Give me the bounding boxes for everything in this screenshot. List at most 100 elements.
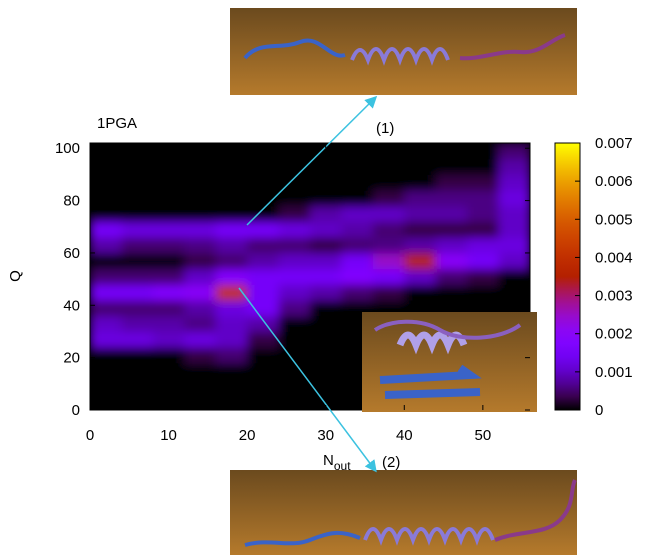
heat-cell <box>215 143 248 160</box>
heat-cell <box>467 143 500 160</box>
heat-cell <box>121 221 154 238</box>
heat-cell <box>215 331 248 348</box>
heat-cell <box>247 252 280 270</box>
heat-cell <box>310 174 342 191</box>
heat-cell <box>278 205 311 223</box>
heat-cell <box>215 190 248 207</box>
heat-cell <box>152 205 185 223</box>
structure-image-2 <box>230 470 577 555</box>
heat-cell <box>90 205 122 223</box>
heat-cell <box>372 190 405 207</box>
heat-cell <box>152 284 185 301</box>
heat-cell <box>278 331 311 348</box>
heat-cell <box>152 331 185 348</box>
heat-cell <box>435 190 468 207</box>
heat-cell <box>90 143 122 160</box>
heat-cell <box>152 394 185 410</box>
arrow <box>246 95 378 226</box>
heat-cell <box>121 190 154 207</box>
heat-cell <box>152 300 185 317</box>
x-axis-label: Nout <box>323 452 351 473</box>
heat-cell <box>341 284 374 301</box>
heat-cell <box>152 221 185 238</box>
chart-title: 1PGA <box>97 115 137 132</box>
heat-cell <box>90 268 122 285</box>
heat-cell <box>184 268 217 285</box>
colorbar-tick-label: 0 <box>595 402 603 419</box>
y-tick-label: 80 <box>63 193 80 210</box>
heat-cell <box>310 158 342 175</box>
plot-frame <box>89 142 531 411</box>
heat-cell <box>184 300 217 317</box>
heat-cell <box>435 158 468 175</box>
colorbar <box>554 142 581 411</box>
heat-cell <box>247 221 280 238</box>
heat-cell <box>310 268 342 285</box>
heat-cell <box>278 315 311 332</box>
heat-cell <box>404 205 437 223</box>
heat-cell <box>121 362 154 380</box>
heat-cell <box>278 221 311 238</box>
y-axis-label: Q <box>7 270 24 282</box>
heat-cell <box>404 143 437 160</box>
heat-cell <box>341 268 374 285</box>
inset-image <box>362 312 537 412</box>
heat-cell <box>121 331 154 348</box>
heat-cell <box>278 252 311 270</box>
heat-cell <box>152 190 185 207</box>
heat-cell <box>90 284 122 301</box>
heat-cell <box>90 394 122 410</box>
heat-cell <box>498 284 530 301</box>
heat-cell <box>498 143 530 160</box>
heat-cell <box>372 252 405 270</box>
heat-cell <box>278 190 311 207</box>
heat-cell <box>435 174 468 191</box>
heat-cell <box>310 394 342 410</box>
heat-cell <box>435 221 468 238</box>
heat-cell <box>341 237 374 254</box>
heat-cell <box>121 378 154 395</box>
heat-cell <box>310 284 342 301</box>
heat-cell <box>435 268 468 285</box>
heat-cell <box>247 284 280 301</box>
heat-cell <box>152 378 185 395</box>
heat-cell <box>90 362 122 380</box>
heat-cell <box>498 237 530 254</box>
heat-cell <box>435 205 468 223</box>
x-tick-label: 10 <box>160 427 177 444</box>
heat-cell <box>184 362 217 380</box>
heat-cell <box>404 221 437 238</box>
heat-cell <box>467 221 500 238</box>
heat-cell <box>435 252 468 270</box>
heat-cell <box>404 190 437 207</box>
heat-cell <box>121 268 154 285</box>
heat-cell <box>247 158 280 175</box>
y-tick-label: 0 <box>72 402 80 419</box>
heat-cell <box>310 331 342 348</box>
heat-cell <box>184 378 217 395</box>
heat-cell <box>247 347 280 364</box>
heat-cell <box>404 237 437 254</box>
arrow <box>238 287 377 473</box>
colorbar-tick-label: 0.005 <box>595 211 633 228</box>
x-tick-label: 40 <box>396 427 413 444</box>
heat-cell <box>247 174 280 191</box>
heat-cell <box>498 158 530 175</box>
heat-cell <box>247 268 280 285</box>
heat-cell <box>247 143 280 160</box>
heat-cell <box>247 362 280 380</box>
heat-cell <box>90 252 122 270</box>
y-tick-label: 40 <box>63 297 80 314</box>
heat-cell <box>498 221 530 238</box>
heat-cell <box>467 158 500 175</box>
colorbar-tick-label: 0.003 <box>595 288 633 305</box>
heat-cell <box>215 268 248 285</box>
heat-cell <box>215 205 248 223</box>
heat-cell <box>90 331 122 348</box>
heat-cell <box>498 205 530 223</box>
heat-cell <box>152 315 185 332</box>
heat-cell <box>341 158 374 175</box>
heat-cell <box>121 347 154 364</box>
heat-cell <box>215 362 248 380</box>
heat-cell <box>341 174 374 191</box>
